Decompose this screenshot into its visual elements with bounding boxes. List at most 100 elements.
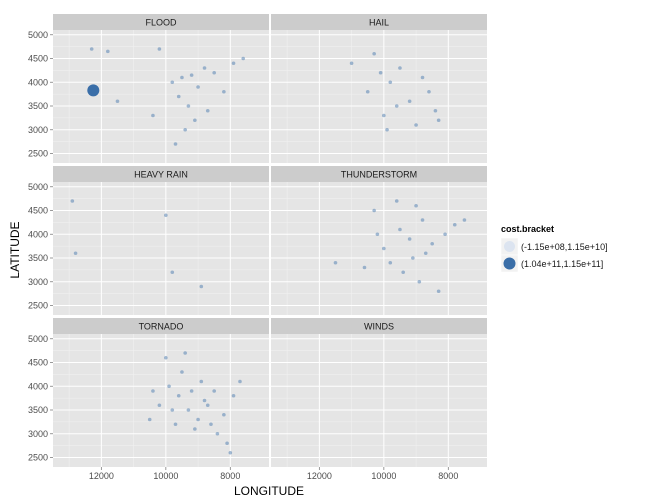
- facet-flood: FLOOD 2500 3000 3500 4000 4500 5000: [28, 14, 269, 163]
- facet-strip-label: HAIL: [369, 18, 389, 28]
- data-point: [151, 113, 155, 118]
- data-point: [417, 279, 422, 284]
- data-point: [106, 49, 110, 54]
- y-tick-label: 4500: [28, 54, 48, 64]
- data-point: [333, 260, 338, 265]
- data-point: [173, 142, 178, 146]
- data-point: [228, 450, 233, 455]
- data-point: [173, 422, 178, 427]
- facet-strip-label: WINDS: [364, 322, 394, 332]
- data-point: [183, 351, 187, 355]
- data-point: [433, 108, 438, 113]
- data-point: [189, 73, 194, 77]
- data-point: [70, 199, 75, 203]
- y-tick-label: 4500: [28, 206, 48, 216]
- facet-strip: [271, 14, 487, 30]
- data-point: [411, 256, 415, 260]
- facet-heavy-rain: HEAVY RAIN 2500 3000 3500 4000 4500 5000: [28, 166, 269, 315]
- x-tick-label: 8000: [438, 471, 458, 481]
- facet-strip-label: THUNDERSTORM: [341, 170, 417, 180]
- panel-background: [271, 182, 487, 315]
- data-point: [388, 80, 393, 85]
- data-point: [205, 108, 210, 113]
- data-point: [189, 389, 194, 393]
- x-tick-label: 12000: [307, 471, 332, 481]
- data-point: [241, 56, 246, 61]
- y-tick-label: 3500: [28, 253, 48, 263]
- data-point: [170, 408, 175, 412]
- data-point: [407, 99, 412, 104]
- y-tick-label: 3000: [28, 125, 48, 135]
- data-point: [170, 270, 175, 275]
- y-tick-label: 4000: [28, 77, 48, 87]
- panel-background: [271, 30, 487, 163]
- data-point: [186, 104, 191, 108]
- facet-strip-label: FLOOD: [145, 18, 177, 28]
- data-point: [462, 218, 467, 222]
- data-point: [423, 251, 428, 256]
- data-point: [176, 94, 181, 99]
- legend-label: (1.04e+11,1.15e+11]: [521, 259, 603, 269]
- panel-background: [53, 334, 269, 467]
- y-tick-label: 5000: [28, 334, 48, 344]
- data-point: [401, 270, 405, 275]
- y-tick-label: 3000: [28, 277, 48, 287]
- data-point: [202, 398, 207, 403]
- y-tick-label: 2500: [28, 453, 48, 463]
- data-point: [186, 408, 191, 412]
- data-point: [231, 61, 236, 66]
- data-point: [193, 118, 197, 123]
- data-point: [430, 241, 434, 246]
- data-point: [180, 370, 184, 374]
- facet-strip: [53, 318, 269, 334]
- data-point: [202, 66, 207, 70]
- legend-label: (-1.15e+08,1.15e+10]: [521, 242, 608, 252]
- y-tick-label: 5000: [28, 30, 48, 40]
- data-point: [372, 51, 376, 56]
- data-point: [436, 118, 441, 123]
- y-axis-title: LATITUDE: [8, 221, 22, 278]
- data-point: [382, 246, 386, 251]
- data-point: [225, 441, 229, 446]
- data-point: [372, 208, 376, 213]
- legend-swatch: [503, 257, 516, 270]
- data-point: [378, 70, 383, 75]
- data-point: [196, 417, 200, 422]
- data-point: [398, 66, 402, 70]
- data-point: [157, 403, 162, 408]
- data-point: [407, 237, 412, 241]
- data-point: [375, 232, 380, 237]
- x-tick-label: 12000: [89, 471, 114, 481]
- data-point: [222, 89, 226, 94]
- data-point: [222, 412, 226, 417]
- data-point: [176, 393, 181, 398]
- data-point: [365, 89, 370, 94]
- y-tick-label: 3500: [28, 101, 48, 111]
- data-point: [349, 61, 354, 66]
- data-point: [427, 89, 431, 94]
- facet-strip: [53, 14, 269, 30]
- data-point: [164, 355, 168, 360]
- data-point: [385, 127, 389, 132]
- facet-thunderstorm: THUNDERSTORM: [271, 166, 487, 315]
- x-axis-title: LONGITUDE: [234, 484, 304, 498]
- data-point: [196, 85, 200, 89]
- y-tick-label: 3000: [28, 429, 48, 439]
- data-point: [157, 47, 162, 51]
- data-point: [212, 70, 216, 75]
- y-tick-label: 2500: [28, 301, 48, 311]
- data-point: [199, 284, 204, 289]
- data-point: [151, 389, 155, 393]
- data-point: [167, 384, 171, 389]
- data-point: [170, 80, 175, 85]
- facet-hail: HAIL: [271, 14, 487, 163]
- data-point: [420, 75, 425, 80]
- data-point: [205, 403, 210, 408]
- x-tick-label: 10000: [371, 471, 396, 481]
- data-point: [394, 104, 399, 108]
- y-tick-label: 4000: [28, 229, 48, 239]
- data-point-large: [87, 84, 100, 97]
- data-point: [164, 213, 168, 218]
- y-tick-label: 2500: [28, 149, 48, 159]
- y-tick-label: 3500: [28, 405, 48, 415]
